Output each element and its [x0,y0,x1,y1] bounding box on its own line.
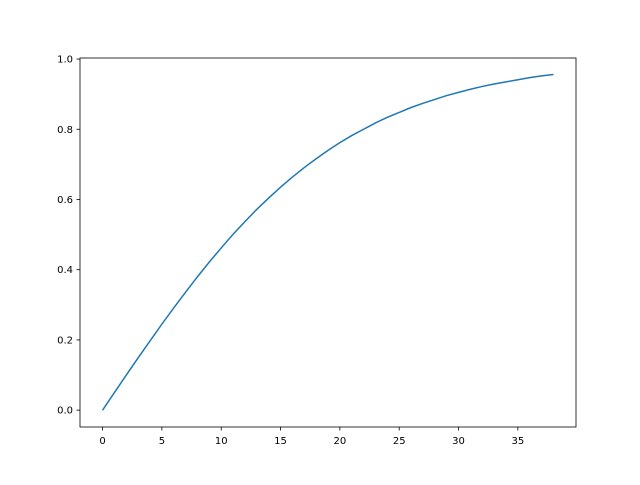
y-tick-label: 0.6 [57,195,73,206]
x-axis: 0 5 10 15 20 25 30 35 [99,427,524,447]
x-tick-label: 10 [215,436,228,447]
y-tick-label: 0.2 [57,335,73,346]
y-tick-label: 0.4 [57,265,73,276]
y-tick-label: 1.0 [57,55,73,66]
x-tick-label: 30 [452,436,465,447]
x-tick-label: 35 [511,436,524,447]
x-tick-label: 15 [274,436,287,447]
series-layer [101,73,554,411]
x-tick-label: 20 [333,436,346,447]
x-tick-label: 5 [159,436,165,447]
y-axis: 0.0 0.2 0.4 0.6 0.8 1.0 [57,55,80,417]
series-line-0 [101,73,554,411]
y-tick-label: 0.0 [57,406,73,417]
x-tick-label: 0 [99,436,105,447]
x-tick-label: 25 [393,436,406,447]
plot-frame [79,57,577,428]
y-tick-label: 0.8 [57,125,73,136]
